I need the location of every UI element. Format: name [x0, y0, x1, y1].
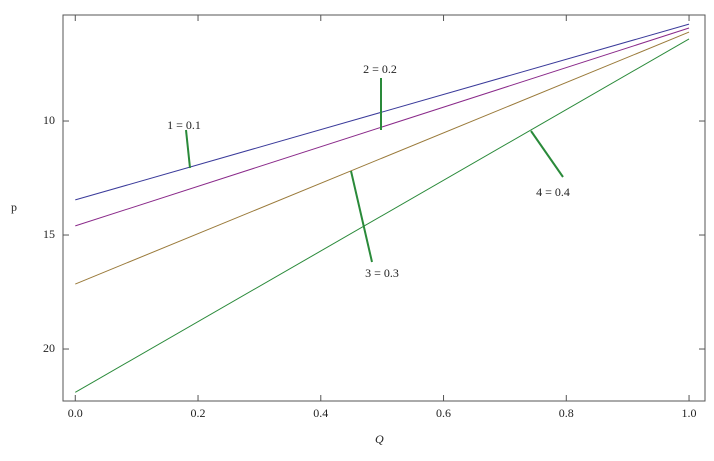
series-annotation: 1 = 0.1: [167, 118, 201, 132]
leader-line: [530, 130, 564, 178]
series-annotation: 4 = 0.4: [536, 185, 570, 199]
series-line: [75, 38, 690, 393]
x-tick-label: 1.0: [682, 406, 697, 420]
y-tick-label: 10: [43, 113, 55, 127]
y-tick-label: 20: [43, 341, 55, 355]
leader-line: [350, 170, 373, 263]
series-line: [75, 27, 690, 227]
series-annotation: 3 = 0.3: [365, 266, 399, 280]
leader-line: [185, 129, 191, 169]
x-tick-label: 0.4: [313, 406, 328, 420]
x-tick-label: 0.0: [68, 406, 83, 420]
series-annotation: 2 = 0.2: [363, 62, 397, 76]
plot-frame: [62, 14, 706, 402]
x-tick-label: 0.2: [191, 406, 206, 420]
x-tick-label: 0.6: [436, 406, 451, 420]
x-tick-label: 0.8: [559, 406, 574, 420]
y-axis-label: p: [11, 200, 17, 214]
series-line: [75, 23, 690, 201]
y-tick-label: 15: [43, 227, 55, 241]
series-line: [75, 31, 690, 285]
x-axis-label: Q⃗: [375, 432, 393, 446]
